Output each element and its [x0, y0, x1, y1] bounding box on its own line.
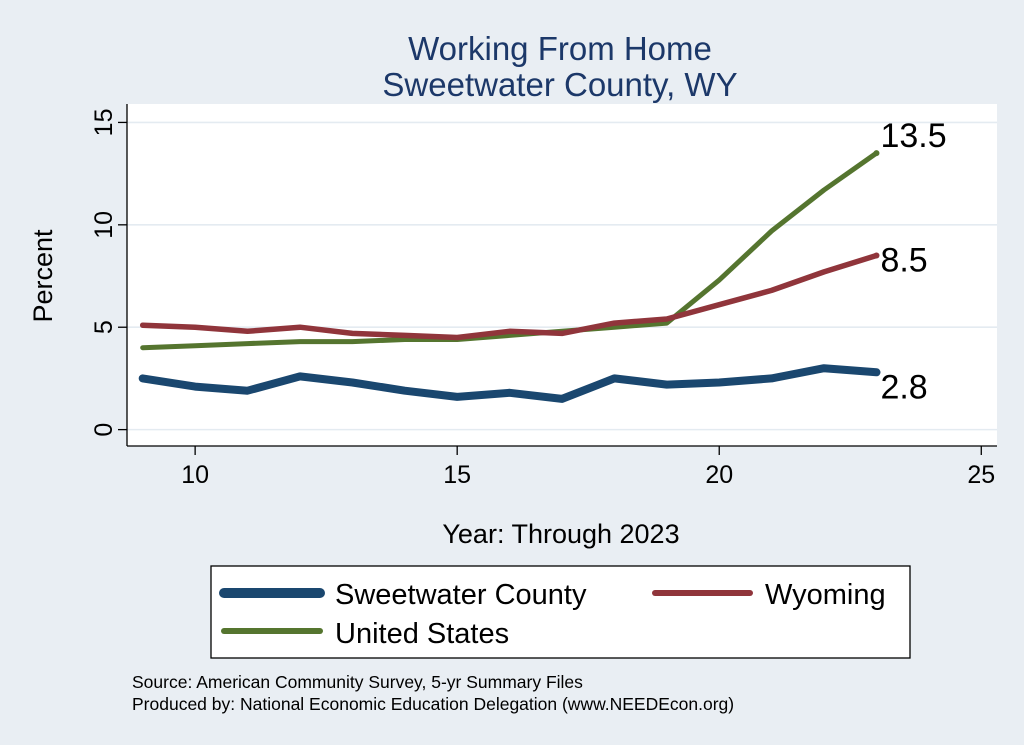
- y-tick-label-10: 10: [90, 211, 118, 239]
- end-point-wyoming: [873, 252, 880, 259]
- end-labels: 2.8 8.5 13.5: [880, 117, 946, 406]
- x-tick-label-20: 20: [705, 461, 733, 489]
- plot-area: [127, 104, 997, 446]
- legend-box: [210, 565, 911, 659]
- series-lines: [138, 150, 881, 403]
- legend-label-sweetwater-county: Sweetwater County: [335, 579, 587, 611]
- chart-title-line-1: Working From Home: [408, 30, 712, 67]
- y-tick-label-0: 0: [90, 423, 118, 437]
- axes: 0 5 10 15 10 15 20 25: [90, 104, 997, 489]
- series-line-united-states: [140, 150, 879, 351]
- legend-label-wyoming: Wyoming: [765, 579, 886, 611]
- end-label-wyoming: 8.5: [880, 242, 927, 280]
- y-axis-label: Percent: [28, 229, 58, 323]
- x-tick-label-15: 15: [443, 461, 471, 489]
- x-axis-label: Year: Through 2023: [442, 519, 679, 549]
- chart-title-line-2: Sweetwater County, WY: [382, 66, 737, 103]
- legend-label-united-states: United States: [335, 618, 509, 650]
- series-line-sweetwater-county: [138, 364, 881, 403]
- end-point-sweetwater-county: [873, 369, 880, 376]
- y-tick-label-15: 15: [90, 109, 118, 137]
- y-tick-label-5: 5: [90, 320, 118, 334]
- end-point-united-states: [873, 150, 880, 157]
- legend: Sweetwater County Wyoming United States: [219, 579, 886, 650]
- producer-note: Produced by: National Economic Education…: [132, 694, 734, 714]
- x-tick-label-10: 10: [181, 461, 209, 489]
- series-line-wyoming: [139, 252, 880, 341]
- end-label-sweetwater-county: 2.8: [880, 368, 927, 406]
- source-note: Source: American Community Survey, 5-yr …: [132, 672, 583, 692]
- x-tick-label-25: 25: [967, 461, 995, 489]
- end-label-united-states: 13.5: [880, 117, 946, 155]
